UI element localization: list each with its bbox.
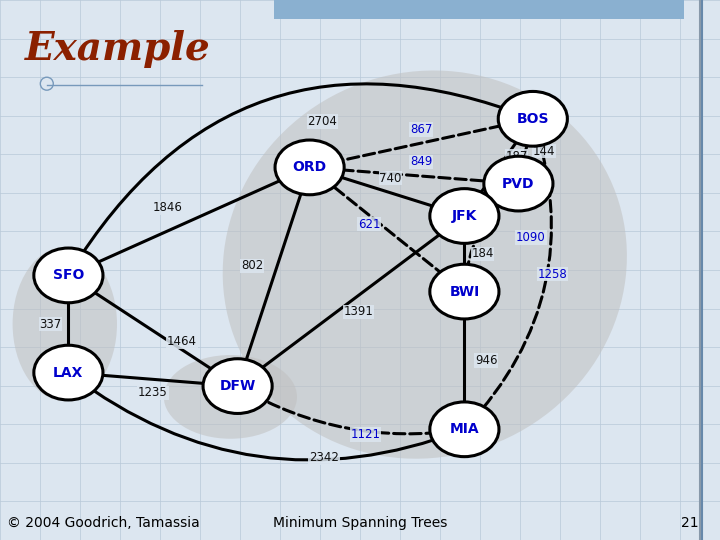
Ellipse shape	[34, 248, 103, 303]
Text: SFO: SFO	[53, 268, 84, 282]
Ellipse shape	[13, 247, 117, 401]
Text: 184: 184	[471, 247, 494, 260]
Text: Minimum Spanning Trees: Minimum Spanning Trees	[273, 516, 447, 530]
Text: 144: 144	[532, 145, 555, 158]
Text: © 2004 Goodrich, Tamassia: © 2004 Goodrich, Tamassia	[7, 516, 200, 530]
Text: JFK: JFK	[451, 209, 477, 223]
Text: 1090: 1090	[516, 231, 546, 244]
Text: 946: 946	[474, 354, 498, 367]
Text: PVD: PVD	[502, 177, 535, 191]
Text: 1121: 1121	[351, 428, 380, 441]
Text: DFW: DFW	[220, 379, 256, 393]
Text: ORD: ORD	[292, 160, 327, 174]
Text: 1464: 1464	[167, 335, 197, 348]
Text: LAX: LAX	[53, 366, 84, 380]
FancyArrowPatch shape	[240, 388, 462, 434]
Text: 740: 740	[379, 172, 402, 185]
Ellipse shape	[34, 345, 103, 400]
Text: 867: 867	[410, 123, 433, 136]
Text: BOS: BOS	[516, 112, 549, 126]
Text: 2704: 2704	[307, 115, 337, 128]
Ellipse shape	[164, 355, 297, 438]
Ellipse shape	[498, 91, 567, 146]
Text: 21: 21	[681, 516, 698, 530]
Text: 187: 187	[505, 150, 528, 163]
Text: 849: 849	[410, 156, 433, 168]
Text: 1235: 1235	[138, 386, 168, 400]
Bar	[277, 1, 684, 17]
Ellipse shape	[484, 156, 553, 211]
FancyArrowPatch shape	[464, 185, 516, 289]
Text: 802: 802	[241, 259, 263, 273]
Ellipse shape	[275, 140, 344, 195]
FancyArrowPatch shape	[70, 84, 530, 273]
Ellipse shape	[222, 71, 627, 458]
Ellipse shape	[430, 264, 499, 319]
FancyArrowPatch shape	[467, 122, 552, 427]
Ellipse shape	[430, 402, 499, 457]
Text: MIA: MIA	[449, 422, 480, 436]
Text: Example: Example	[25, 30, 211, 68]
Text: BWI: BWI	[449, 285, 480, 299]
Ellipse shape	[203, 359, 272, 414]
FancyArrowPatch shape	[71, 374, 462, 460]
Ellipse shape	[430, 188, 499, 244]
Text: 1258: 1258	[538, 267, 567, 281]
Text: 2342: 2342	[309, 451, 339, 464]
Text: 621: 621	[358, 218, 380, 231]
Text: 1846: 1846	[153, 201, 182, 214]
Text: 337: 337	[40, 318, 61, 330]
Text: 1391: 1391	[343, 305, 373, 319]
